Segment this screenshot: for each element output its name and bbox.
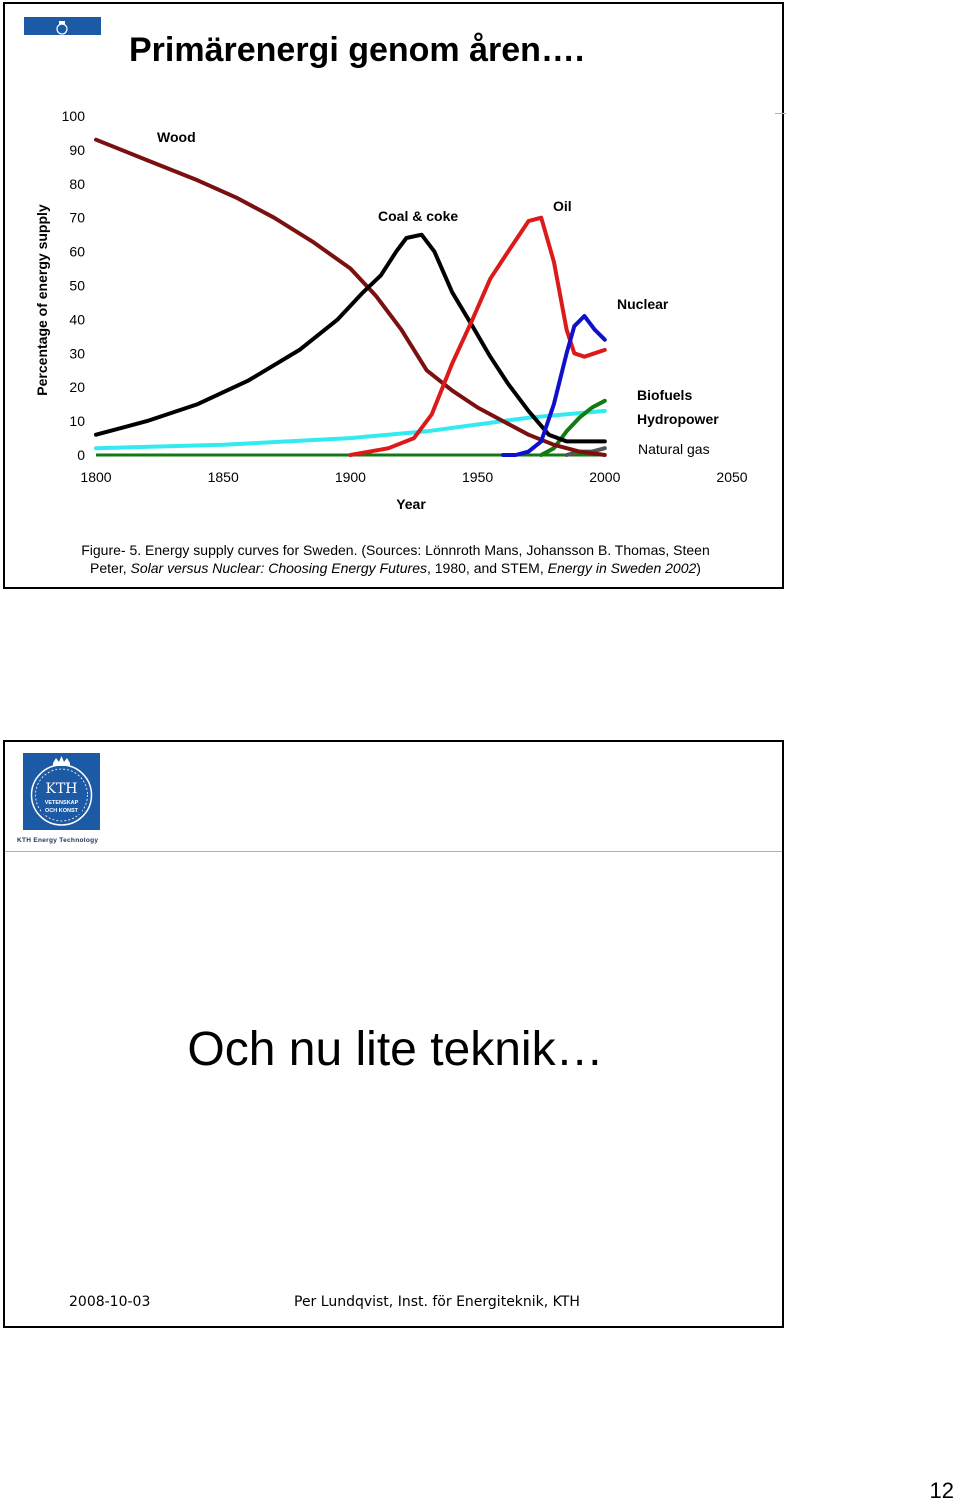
series-label-natural-gas: Natural gas bbox=[638, 441, 710, 457]
logo-main-text: KTH bbox=[45, 781, 77, 797]
x-tick-label: 2050 bbox=[716, 469, 747, 485]
kth-logo: KTH VETENSKAP OCH KONST bbox=[23, 753, 100, 830]
slide-technology-intro: KTH VETENSKAP OCH KONST KTH Energy Techn… bbox=[3, 740, 784, 1328]
caption-part: ) bbox=[696, 560, 701, 576]
y-tick-label: 70 bbox=[69, 210, 85, 226]
footer-author: Per Lundqvist, Inst. för Energiteknik, K… bbox=[294, 1294, 580, 1310]
series-line-hydropower bbox=[94, 408, 607, 451]
y-tick-label: 20 bbox=[69, 379, 85, 395]
series-line-oil bbox=[348, 215, 607, 457]
caption-report-title: Energy in Sweden 2002 bbox=[547, 560, 697, 576]
y-tick-label: 40 bbox=[69, 311, 85, 327]
x-tick-label: 1800 bbox=[80, 469, 111, 485]
caption-part: Peter, bbox=[90, 560, 131, 576]
y-axis-title: Percentage of energy supply bbox=[34, 204, 50, 396]
y-tick-label: 60 bbox=[69, 244, 85, 260]
x-tick-label: 1950 bbox=[462, 469, 493, 485]
caption-line-1: Figure- 5. Energy supply curves for Swed… bbox=[81, 542, 710, 558]
x-axis-title: Year bbox=[396, 496, 426, 512]
kth-logo-strip bbox=[24, 17, 101, 35]
energy-supply-chart: 0 10 20 30 40 50 60 70 80 90 100 1800 1850 1900 1950 2… bbox=[34, 108, 748, 512]
series-line-nuclear bbox=[501, 314, 607, 457]
series-line-biofuels bbox=[539, 398, 607, 457]
x-tick-label: 1900 bbox=[335, 469, 366, 485]
caption-part: , 1980, and STEM, bbox=[426, 560, 548, 576]
y-tick-label: 50 bbox=[69, 278, 85, 294]
caption-line-2: Peter, Solar versus Nuclear: Choosing En… bbox=[5, 559, 786, 577]
series-label-wood: Wood bbox=[157, 129, 196, 145]
x-tick-label: 1850 bbox=[208, 469, 239, 485]
series-label-nuclear: Nuclear bbox=[617, 296, 669, 312]
accent-line bbox=[775, 113, 786, 114]
slide-energy-history: Primärenergi genom åren…. 0 10 20 30 40 50 60 7… bbox=[3, 2, 786, 589]
page-number: 12 bbox=[929, 1478, 954, 1503]
y-tick-label: 100 bbox=[62, 108, 86, 124]
series-label-biofuels: Biofuels bbox=[637, 387, 692, 403]
y-tick-label: 10 bbox=[69, 413, 85, 429]
crown-icon bbox=[56, 21, 68, 35]
logo-sub-text-2: OCH KONST bbox=[45, 808, 79, 814]
kth-emblem-icon: KTH VETENSKAP OCH KONST bbox=[30, 756, 93, 826]
series-label-oil: Oil bbox=[553, 198, 572, 214]
series-line-coal-coke bbox=[94, 232, 607, 444]
series-label-coal-coke: Coal & coke bbox=[378, 208, 458, 224]
logo-subtitle: KTH Energy Technology bbox=[17, 837, 99, 844]
x-tick-label: 2000 bbox=[589, 469, 620, 485]
series-label-hydropower: Hydropower bbox=[637, 411, 719, 427]
caption-book-title: Solar versus Nuclear: Choosing Energy Fu… bbox=[130, 560, 427, 576]
logo-sub-text-1: VETENSKAP bbox=[45, 800, 79, 806]
y-tick-label: 90 bbox=[69, 142, 85, 158]
footer-date: 2008-10-03 bbox=[69, 1294, 151, 1310]
slide-title: Primärenergi genom åren…. bbox=[129, 31, 585, 69]
series-line-wood bbox=[94, 137, 607, 457]
slide-heading: Och nu lite teknik… bbox=[187, 1023, 604, 1076]
y-tick-label: 0 bbox=[77, 447, 85, 463]
accent-line bbox=[5, 851, 782, 852]
figure-caption: Figure- 5. Energy supply curves for Swed… bbox=[5, 541, 786, 577]
y-tick-label: 80 bbox=[69, 176, 85, 192]
y-tick-label: 30 bbox=[69, 345, 85, 361]
